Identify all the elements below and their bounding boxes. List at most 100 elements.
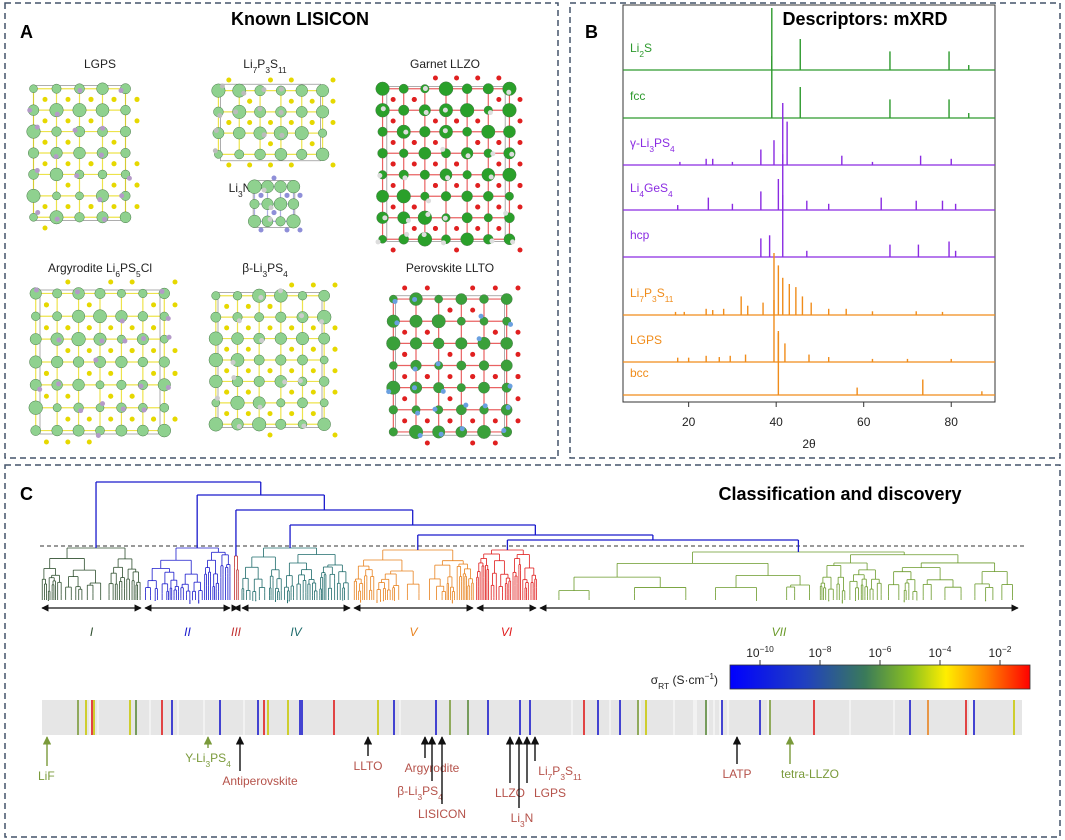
atom [247,214,262,228]
atom [496,204,502,210]
atom [282,379,288,385]
atom [78,408,84,414]
atom [231,375,237,381]
atom [96,82,109,95]
panel-c-frame [4,464,1061,838]
atom [268,205,274,211]
atom [301,423,307,429]
atom [134,118,140,124]
structure-label: β-Li3PS4 [242,261,288,279]
atom [116,379,127,390]
atom [134,204,140,210]
atom [108,370,114,376]
atom [247,179,262,194]
structure-label: LGPS [84,57,116,71]
atom [172,302,178,308]
crystal-structure [28,279,178,445]
atom [65,96,71,102]
atom [287,198,300,210]
atom [289,282,295,288]
atom [500,337,513,350]
atom [402,351,408,357]
panel-b-frame [569,2,1061,459]
atom [138,383,144,389]
atom [111,139,117,145]
atom [470,285,476,291]
atom [43,370,49,376]
atom [316,84,330,98]
structure-label: Li3N [229,181,252,199]
atom [386,336,401,351]
atom [517,118,523,124]
atom [447,396,453,402]
atom [399,148,409,158]
atom [432,337,445,350]
atom [74,289,80,295]
atom [456,383,466,393]
atom [411,140,417,145]
atom [151,416,157,422]
atom [65,279,71,285]
atom [289,325,295,331]
structure-label: Argyrodite Li6PS5Cl [48,261,152,279]
atom [390,247,396,253]
atom [375,239,381,245]
atom [226,162,232,168]
atom [475,226,481,231]
atom [412,296,418,302]
atom [271,175,277,181]
atom [309,98,315,104]
atom [402,329,408,335]
atom [297,192,303,198]
atom [380,106,386,112]
atom [456,316,466,326]
panel-label: A [20,22,33,42]
atom [475,140,481,145]
atom [295,332,310,346]
barcode-strip [42,700,1022,735]
crystal-structure [26,82,140,231]
atom [398,104,410,116]
crystal-structure [247,175,303,233]
crystal-structure [375,75,523,253]
cluster-label: VI [501,625,513,639]
atom [330,120,336,125]
atom [28,400,43,415]
atom [211,291,221,301]
atom [502,81,517,96]
atom [29,213,38,222]
atom [249,199,260,209]
annotation-label: LiF [38,769,55,783]
atom [297,227,303,233]
atom [470,440,476,446]
atom [172,279,178,285]
atom [418,146,432,160]
atom [463,402,469,408]
atom [134,96,140,102]
atom [115,355,128,369]
atom [273,197,288,211]
atom [454,161,460,167]
atom [508,321,514,327]
atom [29,84,38,93]
panel-title: Known LISICON [231,9,369,29]
atom [478,313,484,319]
atom [224,325,230,331]
colorbar-tick-label: 10−2 [989,644,1012,660]
atom [111,96,117,102]
atom [377,126,388,137]
atom [277,288,283,294]
atom [295,106,308,118]
atom [402,285,408,291]
atom [210,311,222,323]
atom [297,397,308,409]
atom [72,424,85,437]
atom [454,118,460,124]
annotation-label: LGPS [534,786,566,800]
atom [26,188,41,203]
atom [404,231,410,237]
atom [286,180,301,194]
series-label: fcc [630,89,645,103]
atom [245,325,251,331]
atom [402,418,408,424]
